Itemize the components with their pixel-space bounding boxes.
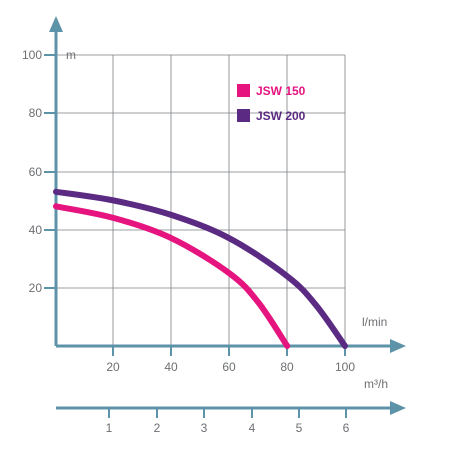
legend-swatch-jsw-200 [237, 109, 250, 122]
y-tick-label: 20 [29, 281, 43, 295]
y-tick-label: 100 [22, 48, 42, 62]
legend-swatch-jsw-150 [237, 84, 250, 97]
x-axis-secondary: 1 2 3 4 5 6 m³/h [56, 377, 406, 435]
y-tick-label: 40 [29, 223, 43, 237]
legend: JSW 150 JSW 200 [237, 84, 306, 123]
series-layer [53, 188, 348, 349]
y-tick-label: 80 [29, 106, 43, 120]
series-line-jsw-150 [53, 203, 291, 349]
series-line-jsw-200 [53, 188, 348, 349]
x2-tick-label: 1 [106, 421, 113, 435]
x2-axis-arrow [390, 401, 406, 415]
legend-label-jsw-200: JSW 200 [256, 109, 306, 123]
x-unit-label-secondary: m³/h [364, 377, 388, 391]
x-tick-label: 80 [280, 360, 294, 374]
x-tick-label: 40 [164, 360, 178, 374]
x-axis-primary: 20 40 60 80 100 l/min [56, 315, 406, 374]
x-tick-label: 60 [222, 360, 236, 374]
x2-tick-label: 2 [154, 421, 161, 435]
x-tick-label: 20 [106, 360, 120, 374]
x-tick-label: 100 [335, 360, 355, 374]
x2-tick-label: 3 [201, 421, 208, 435]
legend-label-jsw-150: JSW 150 [256, 84, 306, 98]
grid [56, 54, 346, 346]
y-axis-arrow [49, 16, 63, 32]
x2-tick-label: 4 [249, 421, 256, 435]
x-axis-arrow [390, 339, 406, 353]
x2-tick-label: 5 [296, 421, 303, 435]
x-unit-label-primary: l/min [362, 315, 387, 329]
x2-tick-label: 6 [343, 421, 350, 435]
y-unit-label: m [66, 48, 76, 62]
y-axis: 20 40 60 80 100 m [22, 16, 76, 346]
y-tick-label: 60 [29, 165, 43, 179]
